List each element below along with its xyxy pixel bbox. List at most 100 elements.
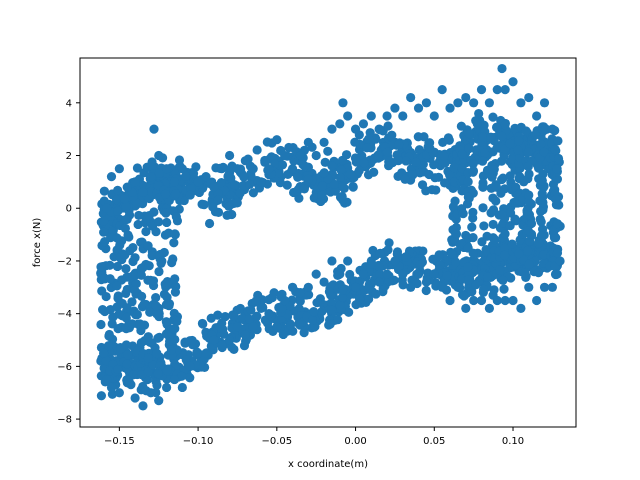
scatter-point: [272, 135, 282, 145]
scatter-point: [468, 248, 478, 258]
scatter-point: [216, 177, 226, 188]
scatter-point: [162, 366, 172, 376]
scatter-point: [398, 269, 408, 279]
scatter-point: [146, 275, 156, 285]
scatter-point: [462, 199, 473, 209]
scatter-point: [337, 155, 348, 165]
scatter-point: [538, 192, 548, 202]
scatter-point: [366, 256, 376, 266]
scatter-point: [505, 138, 515, 149]
scatter-point: [457, 149, 467, 159]
y-axis-ticks: −8 −6 −4 −2 0 2 4: [57, 98, 80, 426]
scatter-point: [330, 186, 340, 196]
scatter-point: [413, 269, 424, 279]
scatter-point: [151, 227, 161, 237]
scatter-point: [113, 324, 123, 334]
scatter-point: [130, 177, 140, 187]
scatter-point: [371, 134, 381, 144]
scatter-point: [524, 190, 534, 200]
scatter-point: [510, 214, 520, 224]
scatter-point: [144, 193, 154, 204]
scatter-point: [445, 103, 455, 113]
scatter-point: [185, 190, 195, 200]
scatter-point: [401, 156, 411, 166]
scatter-point: [152, 308, 162, 319]
scatter-point: [498, 173, 508, 183]
scatter-point: [524, 169, 534, 179]
scatter-point: [99, 216, 109, 227]
scatter-point: [107, 389, 117, 399]
scatter-point: [445, 170, 455, 180]
scatter-point: [240, 156, 250, 166]
scatter-point: [156, 258, 166, 268]
scatter-point: [442, 271, 452, 281]
scatter-point: [115, 240, 125, 250]
scatter-point: [449, 176, 460, 187]
scatter-point: [523, 246, 533, 256]
scatter-point: [188, 168, 199, 179]
scatter-point: [103, 341, 114, 351]
scatter-point: [552, 164, 562, 174]
scatter-point: [467, 222, 477, 232]
scatter-point: [532, 295, 542, 306]
scatter-point: [201, 348, 211, 358]
scatter-point: [408, 170, 418, 180]
scatter-point: [146, 388, 156, 398]
scatter-point: [497, 63, 507, 74]
scatter-point: [169, 324, 179, 334]
scatter-point: [121, 201, 131, 211]
scatter-point: [383, 245, 393, 255]
scatter-point: [239, 172, 249, 182]
scatter-point: [463, 192, 473, 202]
scatter-point: [390, 103, 400, 113]
scatter-point: [417, 180, 428, 190]
scatter-point: [492, 85, 502, 95]
scatter-point: [105, 260, 115, 270]
scatter-point: [520, 268, 530, 278]
scatter-point: [248, 164, 258, 174]
scatter-point: [364, 134, 374, 144]
scatter-point: [154, 150, 164, 161]
scatter-point: [113, 185, 123, 195]
scatter-point: [429, 269, 439, 279]
scatter-point: [240, 330, 250, 340]
scatter-point: [169, 177, 180, 187]
scatter-point: [451, 229, 462, 239]
scatter-point: [350, 282, 361, 292]
scatter-point: [539, 147, 549, 157]
scatter-point: [521, 126, 531, 136]
scatter-point: [514, 249, 524, 259]
scatter-point: [500, 243, 510, 254]
scatter-point: [500, 85, 510, 95]
scatter-point: [513, 145, 523, 155]
scatter-point: [264, 309, 274, 319]
scatter-point: [524, 92, 534, 103]
scatter-point: [490, 234, 500, 245]
scatter-point: [217, 340, 227, 350]
scatter-point: [238, 314, 248, 324]
scatter-point: [491, 196, 501, 206]
scatter-point: [392, 247, 403, 257]
scatter-point: [476, 85, 487, 95]
y-tick-label: −4: [57, 309, 72, 320]
scatter-point: [437, 85, 447, 95]
scatter-point: [499, 250, 510, 260]
scatter-point: [539, 282, 550, 292]
scatter-point: [364, 294, 374, 304]
scatter-point: [171, 212, 181, 222]
scatter-point: [547, 124, 557, 134]
scatter-point: [508, 77, 518, 87]
scatter-point: [345, 269, 355, 280]
scatter-point: [287, 164, 298, 174]
scatter-point: [213, 195, 223, 205]
scatter-point: [251, 296, 261, 306]
scatter-point: [327, 305, 337, 315]
scatter-point: [524, 259, 534, 269]
scatter-point: [335, 300, 345, 310]
scatter-point: [343, 256, 353, 266]
scatter-point: [303, 282, 313, 292]
scatter-point: [555, 256, 565, 266]
scatter-point: [169, 238, 179, 248]
scatter-point: [130, 253, 140, 263]
scatter-point: [320, 157, 330, 167]
